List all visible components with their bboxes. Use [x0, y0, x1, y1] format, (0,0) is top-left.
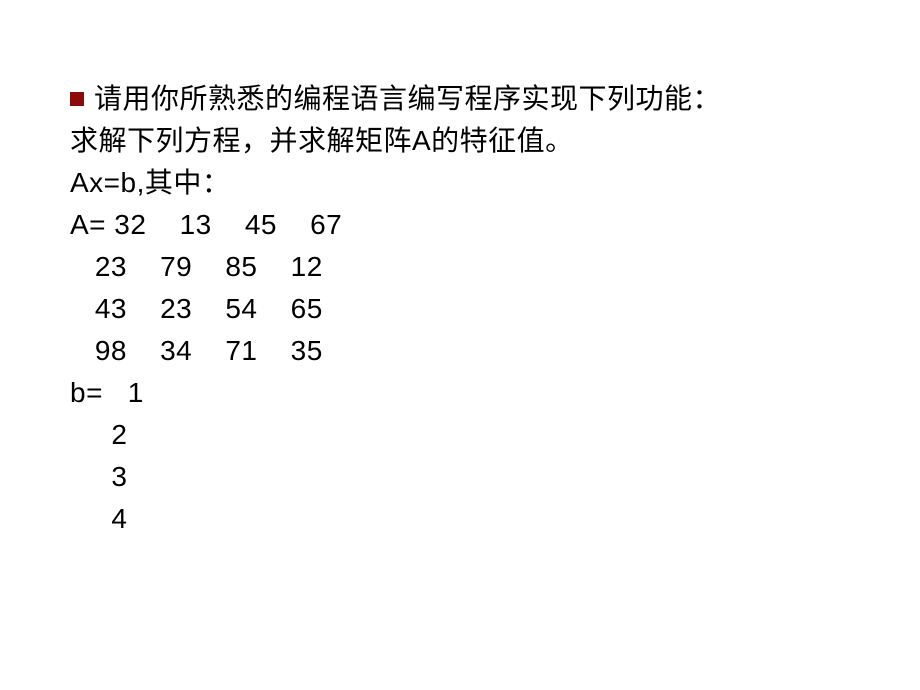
matrix-a-row-4: 98 34 71 35 [70, 330, 920, 372]
matrix-a-row-1: A= 32 13 45 67 [70, 204, 920, 246]
problem-text-line-2: 求解下列方程，并求解矩阵A的特征值。 [70, 120, 920, 162]
vector-b-row-3: 3 [70, 456, 920, 498]
vector-b-row-4: 4 [70, 498, 920, 540]
slide-container: 请用你所熟悉的编程语言编写程序实现下列功能： 求解下列方程，并求解矩阵A的特征值… [0, 0, 920, 690]
problem-text-line-1: 请用你所熟悉的编程语言编写程序实现下列功能： [70, 78, 920, 120]
text-line-1: 请用你所熟悉的编程语言编写程序实现下列功能： [94, 83, 721, 114]
matrix-a-row-3: 43 23 54 65 [70, 288, 920, 330]
vector-b-row-1: b= 1 [70, 372, 920, 414]
vector-b-row-2: 2 [70, 414, 920, 456]
matrix-a-row-2: 23 79 85 12 [70, 246, 920, 288]
bullet-icon [70, 92, 84, 106]
equation-line: Ax=b,其中： [70, 162, 920, 204]
